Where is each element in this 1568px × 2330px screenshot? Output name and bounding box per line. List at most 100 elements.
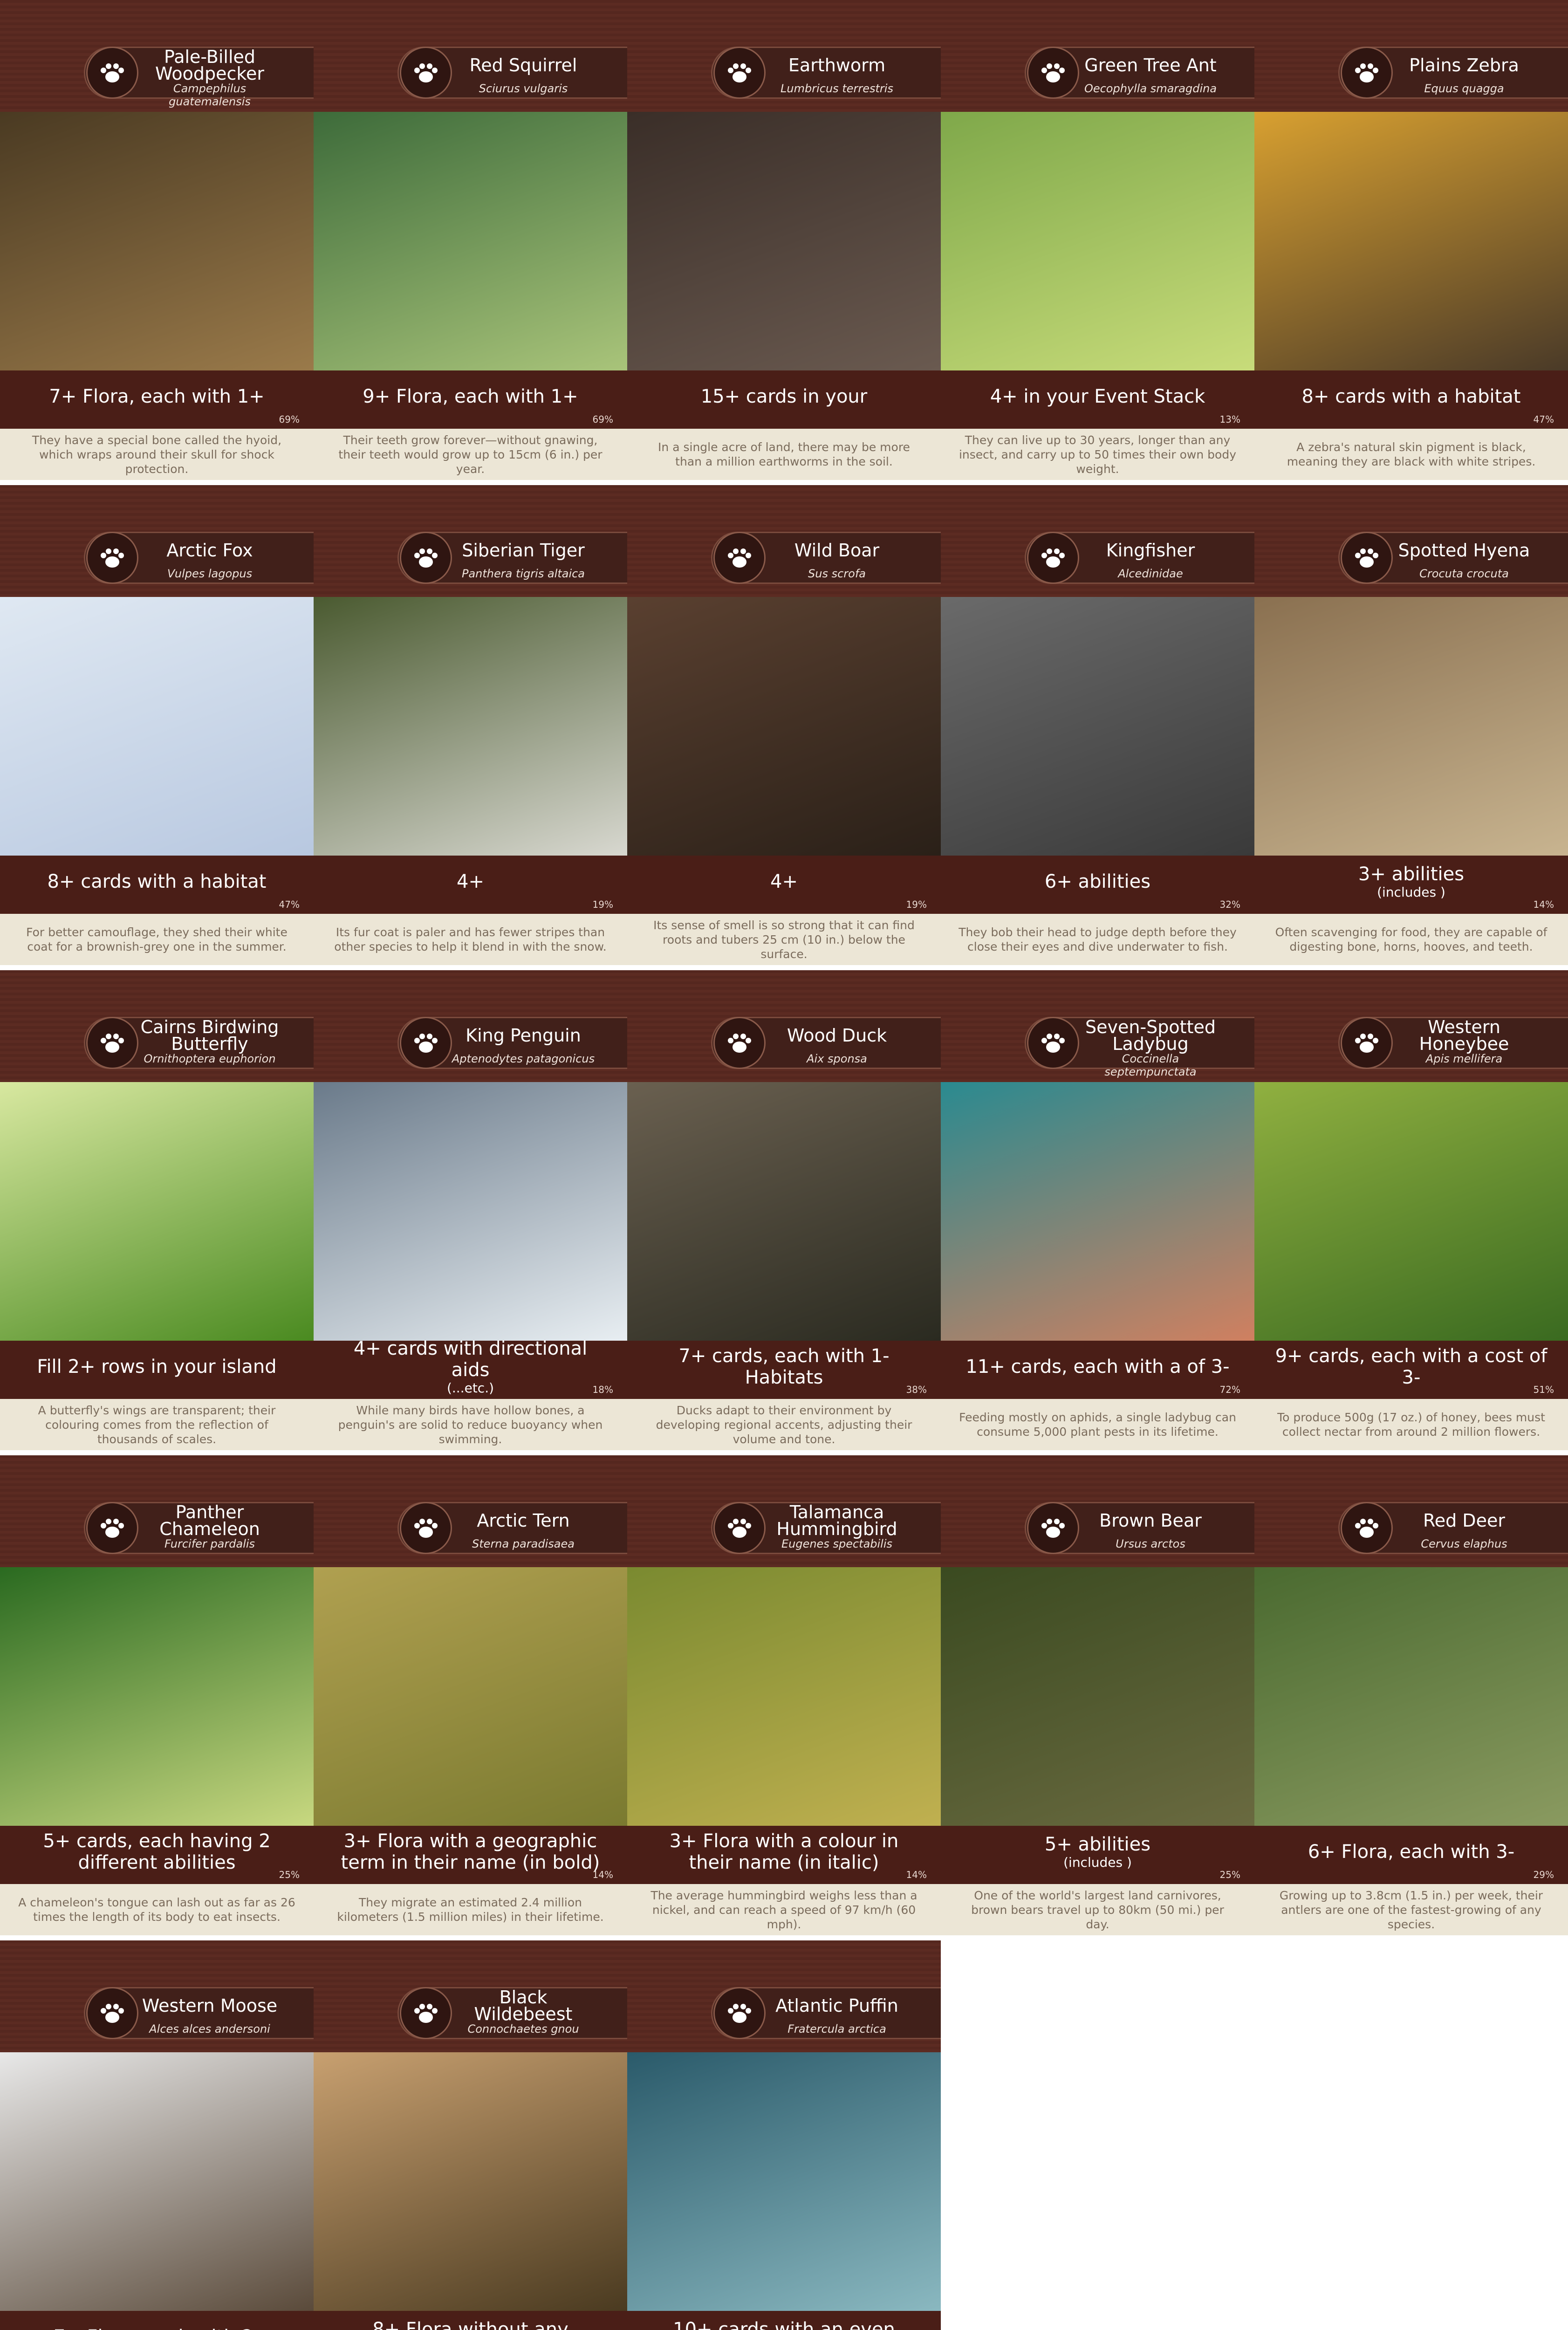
scientific-name: Sciurus vulgaris [479,82,568,95]
scientific-name: Sus scrofa [808,567,866,580]
paw-icon [713,1017,766,1069]
objective-band: 9+ Flora, each with 1+ 69% [314,370,627,429]
card: Arctic Tern Sterna paradisaea 3+ Flora wit… [314,1455,627,1935]
objective-note: (includes ) [1377,884,1445,900]
fact-band: They bob their head to judge depth befor… [941,914,1254,965]
objective: 4+ [646,859,922,904]
fact-text: A zebra's natural skin pigment is black,… [1287,440,1536,468]
card: King Penguin Aptenodytes patagonicus 4+ ca… [314,970,627,1450]
fact-band: The average hummingbird weighs less than… [627,1884,941,1935]
objective-note: (includes ) [1063,1854,1132,1870]
card-name: Wild Boar [794,540,880,561]
objective-band: 3+ abilities (includes ) 14% [1254,856,1568,914]
paw-glyph [101,2004,124,2023]
paw-glyph [101,1034,124,1053]
objective: 5+ cards, each having 2 different abilit… [19,1830,295,1874]
objective-band: 8+ cards with a habitat 47% [0,856,314,914]
objective-band: 7+ Flora, each with 2-40% [0,2311,314,2330]
completion-percent: 14% [592,1869,613,1880]
completion-percent: 29% [1533,1869,1554,1880]
objective: 7+ cards, each with 1- Habitats [646,1344,922,1389]
fact-text: Their teeth grow forever—without gnawing… [338,433,603,476]
objective-text: 3+ Flora with a colour in their name (in… [669,1830,899,1873]
objective-text: 9+ Flora, each with 1+ [363,385,578,407]
objective-band: 4+ cards with directional aids (...etc.) 1… [314,1337,627,1399]
paw-glyph [1041,63,1065,82]
paw-icon [1027,532,1079,584]
paw-glyph [1355,1034,1378,1053]
completion-percent: 51% [1533,1384,1554,1395]
fact-text: Often scavenging for food, they are capa… [1275,925,1547,953]
fact-text: A chameleon's tongue can lash out as far… [18,1896,295,1924]
fact-text: One of the world's largest land carnivor… [971,1888,1224,1931]
fact-text: For better camouflage, they shed their w… [26,925,288,953]
card: Talamanca Hummingbird Eugenes spectabilis… [627,1455,941,1935]
objective-text: 8+ Flora without any [372,2318,568,2330]
paw-icon [1027,47,1079,99]
card-photo [941,1082,1254,1341]
card-photo [627,1082,941,1341]
paw-icon [1341,1017,1393,1069]
completion-percent: 47% [1533,414,1554,425]
card: Wild Boar Sus scrofa 4+ 19% Its sense of sme… [627,485,941,965]
card-photo [314,1082,627,1341]
card-name: Pale-Billed Woodpecker [155,47,264,84]
card-photo [1254,597,1568,856]
card-photo [0,2052,314,2311]
card-photo [627,597,941,856]
paw-glyph [1355,548,1378,568]
objective: 8+ cards with a habitat [1273,374,1549,418]
paw-icon [713,47,766,99]
objective-text: 11+ cards, each with a of 3- [965,1356,1230,1377]
fact-text: A butterfly's wings are transparent; the… [38,1403,276,1446]
objective-band: 6+ Flora, each with 3- 29% [1254,1826,1568,1884]
objective-text: 9+ cards, each with a cost of 3- [1275,1345,1547,1388]
card-name: Black Wildebeest [474,1987,573,2024]
objective-text: 8+ cards with a habitat [47,870,267,892]
objective-text: 6+ Flora, each with 3- [1308,1841,1515,1863]
card-photo [941,112,1254,370]
objective-text: 7+ Flora, each with 2- [54,2326,260,2330]
fact-band: For better camouflage, they shed their w… [0,914,314,965]
card-photo [1254,112,1568,370]
fact-text: To produce 500g (17 oz.) of honey, bees … [1277,1411,1545,1439]
completion-percent: 69% [592,414,613,425]
fact-band: They have a special bone called the hyoi… [0,429,314,480]
card-photo [314,112,627,370]
card-name: Plains Zebra [1409,55,1519,75]
paw-glyph [414,2004,438,2023]
objective: 6+ abilities [959,859,1236,904]
fact-text: Ducks adapt to their environment by deve… [656,1403,912,1446]
scientific-name: Campephilus guatemalensis [169,82,251,108]
fact-text: In a single acre of land, there may be m… [658,440,910,468]
objective-band: 10+ cards with an even(0 counts as even)… [627,2311,941,2330]
objective-text: 4+ cards with directional aids [353,1337,588,1381]
card-name: King Penguin [466,1025,581,1046]
paw-glyph [728,1519,751,1538]
completion-percent: 19% [906,899,927,910]
objective: 6+ Flora, each with 3- [1273,1830,1549,1874]
card-name: Brown Bear [1099,1510,1202,1531]
card-photo [314,1567,627,1826]
fact-band: Their teeth grow forever—without gnawing… [314,429,627,480]
fact-band: In a single acre of land, there may be m… [627,429,941,480]
objective: 3+ Flora with a colour in their name (in… [646,1830,922,1874]
paw-glyph [414,1034,438,1053]
paw-glyph [1041,1519,1065,1538]
card-name: Green Tree Ant [1084,55,1217,75]
card-name: Earthworm [788,55,886,75]
fact-band: Its fur coat is paler and has fewer stri… [314,914,627,965]
card-name: Kingfisher [1106,540,1195,561]
card: Arctic Fox Vulpes lagopus 8+ cards with a … [0,485,314,965]
objective: 7+ Flora, each with 2- [19,2315,295,2330]
scientific-name: Alcedinidae [1118,567,1183,580]
objective-band: 6+ abilities 32% [941,856,1254,914]
objective-band: 5+ abilities (includes ) 25% [941,1826,1254,1884]
card: Red Squirrel Sciurus vulgaris 9+ Flora, ea… [314,0,627,480]
objective: 11+ cards, each with a of 3- [959,1344,1236,1389]
objective-band: 8+ cards with a habitat 47% [1254,370,1568,429]
fact-band: Its sense of smell is so strong that it … [627,914,941,965]
objective: 8+ cards with a habitat [19,859,295,904]
objective: 8+ Flora without anyor [332,2315,609,2330]
objective-band: 4+ 19% [314,856,627,914]
